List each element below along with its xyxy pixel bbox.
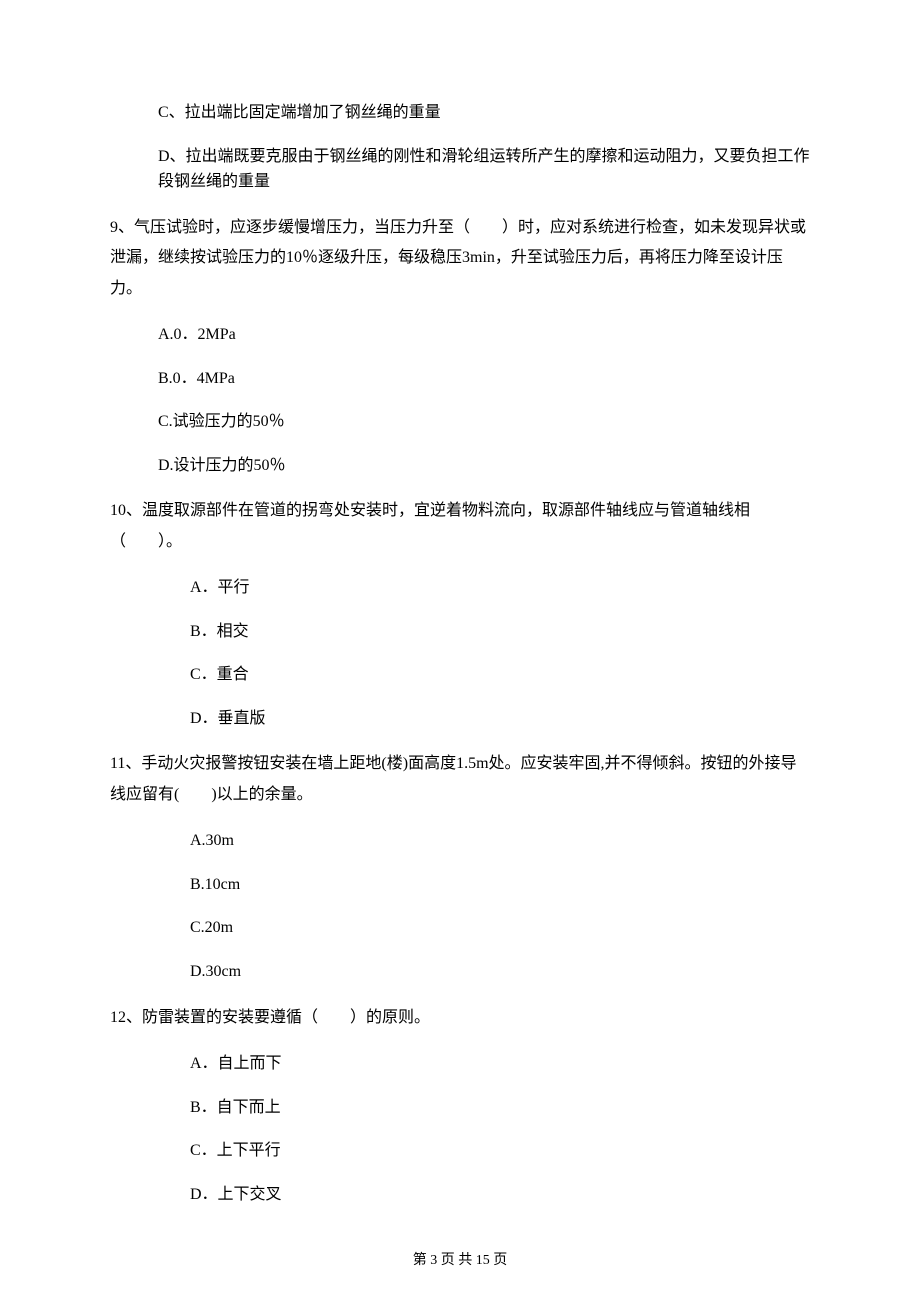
q12-option-c: C．上下平行 [110, 1138, 810, 1164]
q10-option-d: D．垂直版 [110, 706, 810, 732]
continuation-option-d: D、拉出端既要克服由于钢丝绳的刚性和滑轮组运转所产生的摩擦和运动阻力，又要负担工… [110, 144, 810, 195]
question-9: 9、气压试验时，应逐步缓慢增压力，当压力升至（ ）时，应对系统进行检查，如未发现… [110, 213, 810, 304]
q11-option-a: A.30m [110, 828, 810, 854]
q9-option-c: C.试验压力的50％ [110, 409, 810, 435]
q9-option-a: A.0．2MPa [110, 322, 810, 348]
q12-option-b: B．自下而上 [110, 1095, 810, 1121]
question-12: 12、防雷装置的安装要遵循（ ）的原则。 [110, 1003, 810, 1033]
page-footer: 第 3 页 共 15 页 [0, 1250, 920, 1272]
q9-option-d: D.设计压力的50％ [110, 453, 810, 479]
q11-option-c: C.20m [110, 915, 810, 941]
continuation-option-c: C、拉出端比固定端增加了钢丝绳的重量 [110, 100, 810, 126]
question-10: 10、温度取源部件在管道的拐弯处安装时，宜逆着物料流向，取源部件轴线应与管道轴线… [110, 496, 810, 557]
q12-option-d: D．上下交叉 [110, 1182, 810, 1208]
q11-option-b: B.10cm [110, 872, 810, 898]
question-11: 11、手动火灾报警按钮安装在墙上距地(楼)面高度1.5m处。应安装牢固,并不得倾… [110, 749, 810, 810]
q9-option-b: B.0．4MPa [110, 366, 810, 392]
q10-option-b: B．相交 [110, 619, 810, 645]
q12-option-a: A．自上而下 [110, 1051, 810, 1077]
q10-option-a: A．平行 [110, 575, 810, 601]
q10-option-c: C．重合 [110, 662, 810, 688]
q11-option-d: D.30cm [110, 959, 810, 985]
